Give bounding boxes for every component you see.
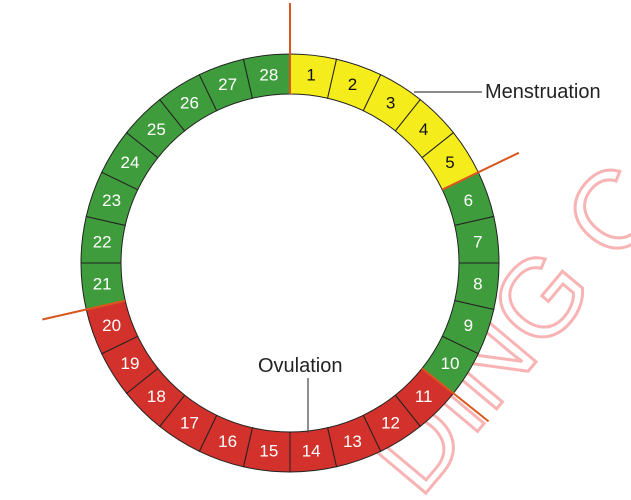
day-number-18: 18 — [147, 387, 166, 406]
day-number-27: 27 — [218, 75, 237, 94]
day-number-23: 23 — [102, 191, 121, 210]
day-number-3: 3 — [386, 93, 395, 112]
day-number-25: 25 — [147, 120, 166, 139]
day-number-13: 13 — [343, 432, 362, 451]
day-number-10: 10 — [441, 354, 460, 373]
day-number-16: 16 — [218, 432, 237, 451]
day-number-22: 22 — [93, 232, 112, 251]
day-number-17: 17 — [180, 414, 199, 433]
day-number-4: 4 — [419, 120, 428, 139]
day-number-12: 12 — [381, 414, 400, 433]
menstruation-label: Menstruation — [485, 81, 601, 103]
ovulation-label: Ovulation — [258, 355, 343, 377]
day-number-1: 1 — [306, 66, 315, 85]
day-number-7: 7 — [473, 232, 482, 251]
day-number-26: 26 — [180, 93, 199, 112]
day-number-15: 15 — [259, 441, 278, 460]
phase-boundary-line — [421, 367, 490, 423]
phase-boundary-line — [42, 299, 126, 321]
day-number-14: 14 — [302, 441, 321, 460]
day-number-8: 8 — [473, 275, 482, 294]
day-number-2: 2 — [348, 75, 357, 94]
cycle-ring: 1 234567891011121314151617181920212223242… — [80, 53, 500, 473]
day-number-11: 11 — [415, 387, 433, 406]
day-number-9: 9 — [464, 316, 473, 335]
day-number-21: 21 — [93, 275, 112, 294]
day-number-28: 28 — [259, 66, 278, 85]
day-number-5: 5 — [445, 153, 454, 172]
day-number-6: 6 — [464, 191, 473, 210]
day-number-19: 19 — [121, 354, 140, 373]
day-number-20: 20 — [102, 316, 121, 335]
day-number-24: 24 — [121, 153, 140, 172]
phase-boundaries — [42, 3, 520, 423]
phase-boundary-line — [441, 151, 520, 191]
